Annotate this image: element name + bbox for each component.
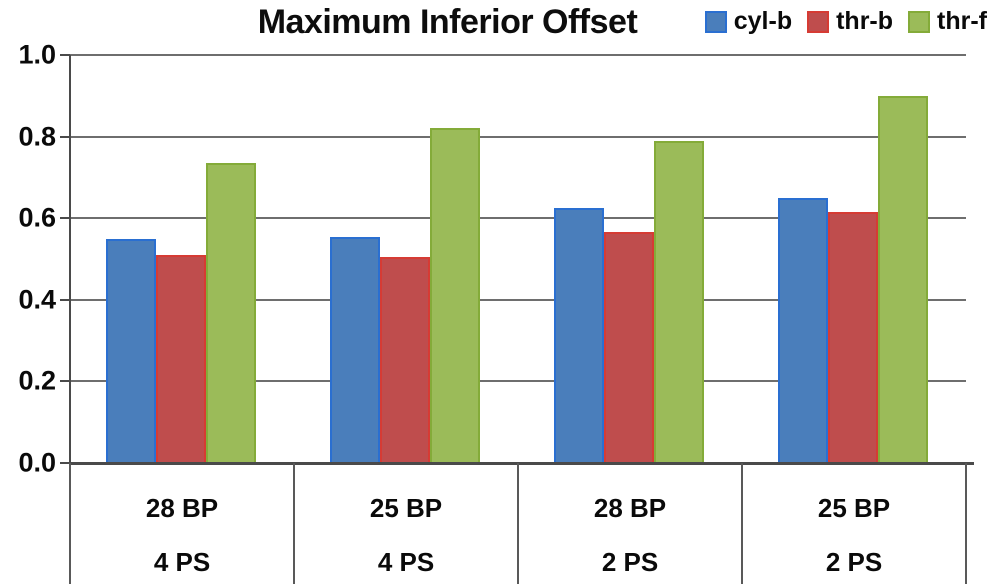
category-cell-1: 28 BP 4 PS [70,463,294,584]
y-tick-label-0.0: 0.0 [18,447,56,478]
bar-thr-f-25BP-4PS [430,128,480,463]
gridline-1.0 [70,54,966,56]
y-tick-0.0 [60,462,70,464]
y-tick-0.6 [60,217,70,219]
legend-swatch-thr-f [908,10,931,33]
y-tick-0.8 [60,136,70,138]
legend-label-thr-f: thr-f [937,7,987,35]
bar-thr-f-28BP-2PS [654,141,704,463]
y-tick-1.0 [60,54,70,56]
legend-label-thr-b: thr-b [836,7,894,35]
x-axis [70,462,974,465]
gridline-0.8 [70,136,966,138]
category-label-line1: 28 BP [145,493,219,523]
legend-label-cyl-b: cyl-b [733,7,793,35]
y-tick-label-0.2: 0.2 [18,365,56,396]
bar-thr-b-25BP-2PS [828,212,878,463]
category-table-divider-1 [293,463,295,584]
category-cell-3: 28 BP 2 PS [518,463,742,584]
gridline-0.2 [70,380,966,382]
category-table-divider-3 [741,463,743,584]
bar-thr-b-28BP-4PS [156,255,206,463]
bar-thr-b-25BP-4PS [380,257,430,463]
y-tick-label-0.4: 0.4 [18,284,56,315]
gridline-0.6 [70,217,966,219]
category-label-line2: 2 PS [601,547,659,577]
y-tick-0.2 [60,380,70,382]
category-label-line2: 2 PS [825,547,883,577]
y-tick-label-0.8: 0.8 [18,121,56,152]
chart-title: Maximum Inferior Offset [257,3,638,41]
legend-item-thr-f: thr-f [908,9,987,34]
bar-thr-b-28BP-2PS [604,232,654,463]
category-label-line2: 4 PS [153,547,211,577]
y-tick-label-0.6: 0.6 [18,202,56,233]
category-cell-2: 25 BP 4 PS [294,463,518,584]
category-cell-4: 25 BP 2 PS [742,463,966,584]
bar-thr-f-28BP-4PS [206,163,256,463]
y-axis [69,55,71,463]
legend-item-cyl-b: cyl-b [704,7,793,35]
gridline-0.4 [70,299,966,301]
bar-cyl-b-28BP-4PS [106,239,156,463]
category-table-divider-4 [965,463,967,584]
category-label-line1: 25 BP [817,493,891,523]
y-tick-label-1.0: 1.0 [18,39,56,70]
bar-cyl-b-28BP-2PS [554,208,604,463]
category-table-divider-2 [517,463,519,584]
legend: cyl-b thr-b thr-f [704,7,987,35]
bar-thr-f-25BP-2PS [878,96,928,463]
bar-cyl-b-25BP-2PS [778,198,828,463]
bar-cyl-b-25BP-4PS [330,237,380,463]
category-label-line1: 25 BP [369,493,443,523]
category-table-divider-0 [69,463,71,584]
legend-item-thr-b: thr-b [807,9,893,34]
y-tick-0.4 [60,299,70,301]
category-label-line1: 28 BP [593,493,667,523]
category-label-line2: 4 PS [377,547,435,577]
legend-swatch-cyl-b [704,10,727,33]
legend-swatch-thr-b [807,10,830,33]
